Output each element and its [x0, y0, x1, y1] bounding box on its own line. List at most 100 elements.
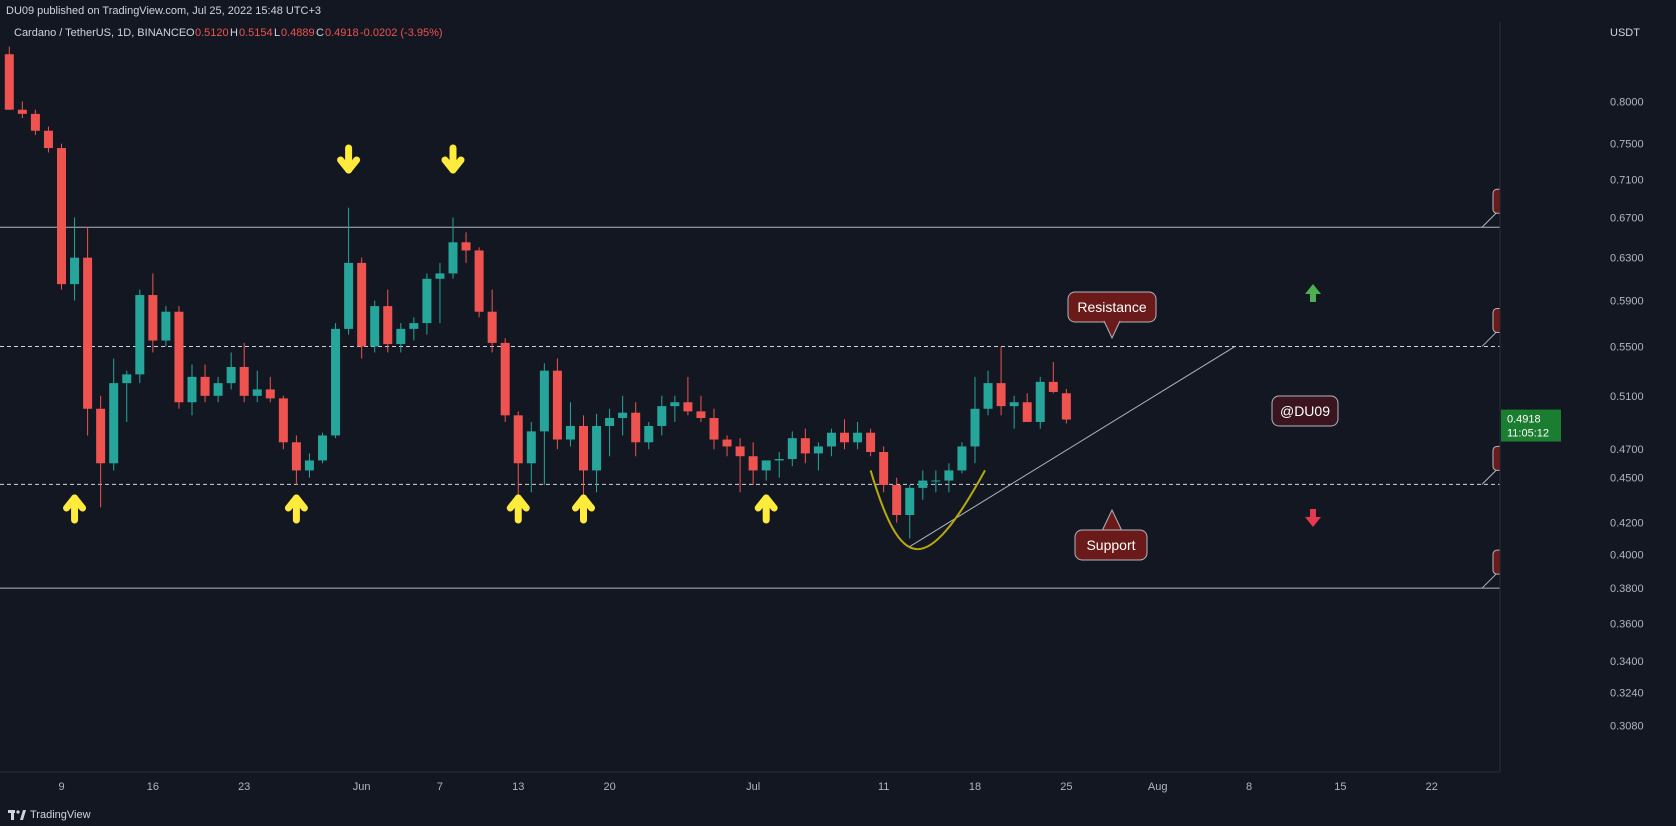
candle-body: [552, 370, 562, 440]
x-tick-label: Jul: [746, 781, 760, 793]
x-tick-label: 18: [969, 781, 981, 793]
candle-body: [83, 257, 93, 409]
candle-body: [17, 109, 27, 114]
candle-body: [644, 425, 654, 443]
legend-o-value: 0.5120: [195, 27, 229, 39]
candle-body: [96, 408, 106, 464]
y-tick-label: 0.4000: [1610, 550, 1644, 562]
candle-body: [813, 446, 823, 454]
y-tick-label: 0.7500: [1610, 139, 1644, 151]
candle-body: [487, 311, 497, 343]
candle-body: [331, 328, 341, 436]
x-tick-label: Jun: [353, 781, 371, 793]
current-price-badge: [1501, 409, 1561, 442]
candle-body: [448, 242, 458, 274]
candle-body: [135, 295, 145, 375]
x-tick-label: 7: [437, 781, 443, 793]
candle-body: [774, 459, 784, 461]
candle-body: [983, 383, 993, 409]
tradingview-logo[interactable]: TradingView: [8, 804, 91, 826]
y-tick-label: 0.4500: [1610, 473, 1644, 485]
y-tick-label: 0.3240: [1610, 687, 1644, 699]
y-tick-label: 0.7100: [1610, 175, 1644, 187]
tradingview-logo-icon: [8, 810, 26, 820]
candle-body: [500, 342, 510, 416]
candle-body: [474, 250, 484, 312]
candle-body: [631, 412, 641, 443]
y-tick-label: 0.4200: [1610, 518, 1644, 530]
candle-body: [148, 295, 158, 341]
candle-body: [409, 323, 419, 329]
candle-body: [1061, 393, 1071, 420]
author-tag-box: [1271, 395, 1339, 427]
candle-body: [565, 425, 575, 440]
rounding-bottom-curve: [869, 469, 986, 551]
legend-h-value: 0.5154: [239, 27, 273, 39]
candle-body: [57, 148, 66, 285]
legend-l-value: 0.4889: [281, 27, 315, 39]
candle-body: [161, 311, 171, 341]
current-price-countdown: 11:05:12: [1507, 428, 1549, 440]
candle-body: [513, 415, 523, 464]
candle-body: [526, 431, 536, 464]
candle-body: [605, 417, 615, 426]
author-tag-label: @DU09: [1280, 403, 1330, 419]
candle-body: [357, 262, 367, 347]
candle-body: [213, 383, 223, 396]
candle-body: [1022, 402, 1032, 422]
candle-body: [226, 366, 236, 384]
candle-body: [944, 470, 954, 481]
y-tick-label: 0.8000: [1610, 97, 1644, 109]
resistance-callout-pointer: [1103, 320, 1121, 340]
candle-body: [304, 460, 314, 471]
candle-body: [761, 460, 771, 471]
y-tick-label: 0.3600: [1610, 619, 1644, 631]
y-tick-label: 0.3080: [1610, 721, 1644, 733]
footer-bar: TradingView: [0, 804, 1676, 826]
y-tick-label: 0.3400: [1610, 656, 1644, 668]
price-axis-unit: USDT: [1610, 27, 1640, 39]
candle-body: [800, 438, 810, 454]
x-tick-label: 9: [58, 781, 64, 793]
x-tick-label: 13: [512, 781, 524, 793]
tradingview-brand: TradingView: [30, 809, 91, 821]
candle-body: [4, 54, 14, 110]
candle-body: [70, 257, 80, 285]
candle-body: [787, 438, 797, 460]
candle-body: [931, 480, 941, 482]
x-tick-label: 15: [1334, 781, 1346, 793]
y-tick-label: 0.5500: [1610, 341, 1644, 353]
y-tick-label: 0.5900: [1610, 296, 1644, 308]
candle-body: [892, 484, 902, 516]
candle-body: [683, 402, 693, 412]
candle-body: [735, 446, 745, 457]
y-tick-label: 0.5100: [1610, 391, 1644, 403]
candle-body: [291, 442, 301, 471]
candles-layer: [4, 46, 1071, 539]
x-tick-label: 22: [1426, 781, 1438, 793]
legend-ohlc: O 0.5120 H 0.5154 L 0.4889 C 0.4918 -0.0…: [186, 27, 443, 39]
candle-body: [1048, 381, 1058, 392]
candle-body: [278, 398, 288, 443]
candle-body: [592, 425, 602, 471]
candle-body: [840, 432, 849, 443]
resistance-callout-label: Resistance: [1077, 299, 1146, 315]
candle-body: [109, 383, 119, 464]
legend-c-value: 0.4918: [325, 27, 359, 39]
candle-body: [905, 487, 915, 516]
candle-body: [200, 376, 210, 396]
candle-body: [696, 411, 706, 418]
legend-l-label: L: [274, 27, 280, 39]
candle-body: [239, 366, 249, 396]
y-tick-label: 0.4700: [1610, 444, 1644, 456]
candle-body: [657, 406, 667, 426]
candle-body: [252, 389, 262, 396]
candle-body: [422, 278, 432, 324]
x-tick-label: 8: [1246, 781, 1252, 793]
support-trendline: [909, 346, 1236, 547]
candle-body: [957, 446, 967, 471]
support-callout-label: Support: [1086, 537, 1135, 553]
